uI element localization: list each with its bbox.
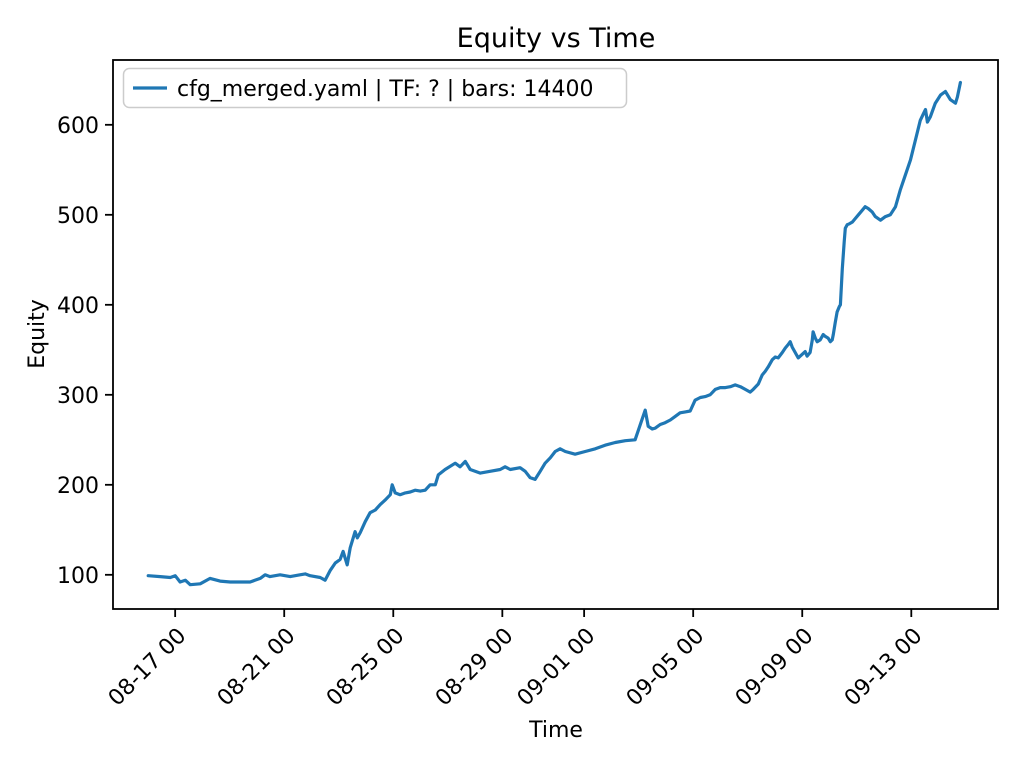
x-tick-label: 09-05 00 — [622, 624, 710, 712]
chart-title: Equity vs Time — [457, 23, 656, 54]
y-axis-ticks: 100 200 300 400 500 600 — [57, 114, 113, 589]
y-tick-label: 400 — [57, 294, 99, 319]
y-axis-label: Equity — [25, 299, 50, 369]
legend-label: cfg_merged.yaml | TF: ? | bars: 14400 — [177, 77, 594, 102]
x-tick-label: 08-29 00 — [431, 624, 519, 712]
x-tick-label: 08-17 00 — [104, 624, 192, 712]
x-tick-label: 08-21 00 — [213, 624, 301, 712]
y-tick-label: 100 — [57, 564, 99, 589]
x-tick-label: 09-09 00 — [731, 624, 819, 712]
x-tick-label: 09-01 00 — [513, 624, 601, 712]
series-group — [146, 80, 963, 587]
x-tick-label: 08-25 00 — [322, 624, 410, 712]
x-axis-label: Time — [528, 718, 583, 743]
y-tick-label: 500 — [57, 204, 99, 229]
legend: cfg_merged.yaml | TF: ? | bars: 14400 — [122, 67, 628, 109]
y-tick-label: 600 — [57, 114, 99, 139]
x-tick-label: 09-13 00 — [840, 624, 928, 712]
y-tick-label: 300 — [57, 384, 99, 409]
plot-area — [112, 59, 999, 610]
y-tick-label: 200 — [57, 474, 99, 499]
legend-box — [122, 67, 628, 109]
equity-curve-line — [146, 80, 963, 587]
